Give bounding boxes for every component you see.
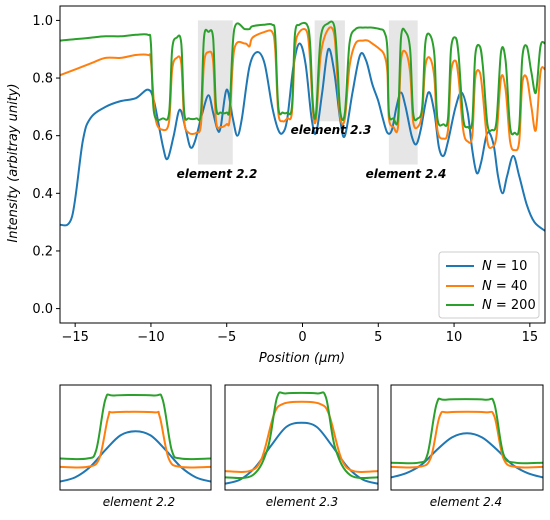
inset-series-line-n40 (224, 400, 379, 474)
x-tick-label: −10 (137, 330, 164, 345)
x-tick-label: −5 (217, 330, 236, 345)
y-tick-label: 1.0 (32, 14, 53, 29)
inset-frame (390, 384, 544, 491)
y-axis-label: Intensity (arbitray unity) (6, 83, 21, 242)
y-tick-label: 0.8 (32, 72, 53, 87)
legend-label-n200-var: N (482, 298, 492, 313)
x-tick-label: −15 (61, 330, 88, 345)
x-tick-label: 5 (374, 330, 382, 345)
main-series-lines (59, 20, 546, 232)
y-tick-label: 0.4 (32, 187, 53, 202)
legend-box (438, 251, 540, 319)
legend-label-n40-var: N (482, 279, 492, 294)
inset-caption-element-2-2: element 2.2 (103, 495, 175, 509)
inset-frame (59, 384, 212, 491)
y-tick-label: 0.0 (32, 302, 53, 317)
inset-frame (224, 384, 379, 491)
main-intensity-chart: −15 −10 −5 0 5 10 15 0.0 0.2 0.4 0.6 0.8 1.0 Positio… (6, 5, 546, 366)
legend-label-n40: = 40 (496, 279, 528, 294)
inset-element-2-3 (224, 384, 379, 491)
legend-label-n10: = 10 (496, 259, 528, 274)
inset-series-line-n10 (59, 430, 212, 483)
series-line-n200 (59, 20, 546, 136)
x-tick-label: 0 (298, 330, 306, 345)
inset-caption-element-2-4: element 2.4 (430, 495, 502, 509)
annotation-element-2-4: element 2.4 (366, 167, 447, 181)
legend-label-n200: = 200 (496, 298, 536, 313)
x-tick-label: 15 (522, 330, 539, 345)
annotation-element-2-2: element 2.2 (177, 167, 258, 181)
svg-text:N = 200: N = 200 (482, 298, 536, 313)
legend-label-n10-var: N (482, 259, 492, 274)
svg-text:N = 40: N = 40 (482, 279, 527, 294)
inset-caption-element-2-3: element 2.3 (266, 495, 338, 509)
inset-series-line-n10 (390, 432, 544, 479)
inset-series-line-n40 (390, 410, 544, 469)
inset-series-line-n200 (224, 391, 379, 480)
annotation-element-2-3: element 2.3 (291, 123, 372, 137)
y-tick-label: 0.2 (32, 244, 53, 259)
inset-series-line-n10 (224, 421, 379, 485)
main-axis-ticks: −15 −10 −5 0 5 10 15 0.0 0.2 0.4 0.6 0.8 1.0 (32, 14, 538, 345)
inset-series-line-n200 (59, 393, 212, 461)
inset-element-2-4 (390, 384, 544, 491)
inset-element-2-2 (59, 384, 212, 491)
inset-series-line-n200 (390, 397, 544, 465)
x-tick-label: 10 (446, 330, 463, 345)
y-tick-label: 0.6 (32, 129, 53, 144)
svg-text:N = 10: N = 10 (482, 259, 527, 274)
inset-series-line-n40 (59, 410, 212, 469)
series-line-n40 (59, 26, 546, 152)
x-axis-label: Position (μm) (259, 351, 345, 366)
legend: N = 10 N = 40 N = 200 (438, 251, 540, 319)
